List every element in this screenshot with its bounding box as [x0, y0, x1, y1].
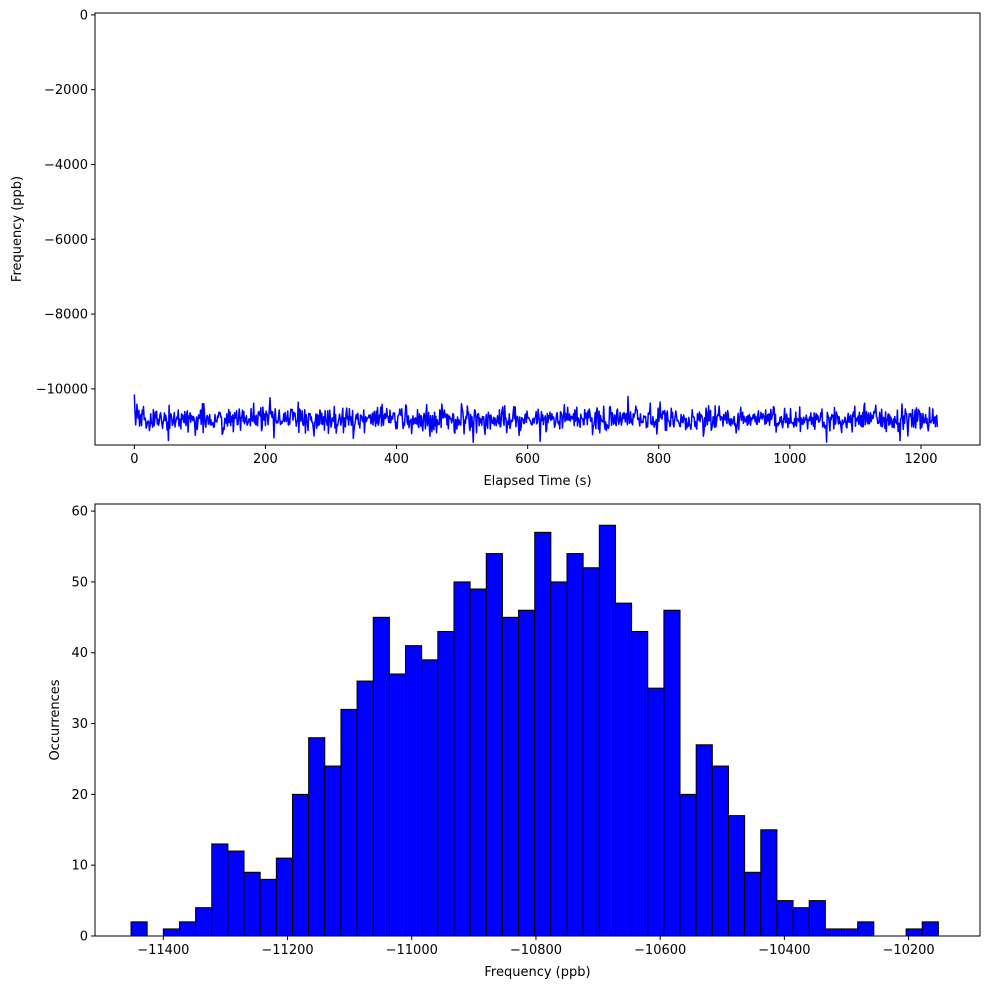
histogram-bar	[550, 581, 568, 937]
histogram-bar	[518, 609, 536, 937]
histogram-x-tick-label: −10800	[510, 943, 562, 958]
histogram-bar	[905, 928, 923, 937]
histogram-bar	[663, 609, 681, 937]
histogram-x-tick-label: −11200	[261, 943, 313, 958]
timeseries-y-axis-label: Frequency (ppb)	[10, 176, 25, 282]
histogram-panel: −11400 −11200 −11000 −10800 −10600 −10400 −102…	[48, 503, 981, 980]
histogram-bar	[857, 921, 875, 937]
timeseries-y-tick-label: −6000	[44, 233, 88, 248]
histogram-x-tick-label: −10200	[882, 943, 934, 958]
histogram-y-ticks: 0 10 20 30 40 50 60	[71, 505, 95, 945]
histogram-bar	[388, 673, 407, 937]
histogram-y-axis-label: Occurrences	[48, 679, 63, 760]
histogram-bar	[405, 645, 423, 937]
histogram-y-tick-label: 0	[80, 930, 88, 945]
histogram-bar	[308, 737, 326, 937]
histogram-bar	[372, 616, 390, 937]
histogram-bar	[453, 581, 471, 937]
histogram-bar	[727, 815, 746, 937]
histogram-bars	[130, 524, 939, 937]
histogram-bar	[695, 744, 713, 937]
histogram-x-tick-label: −10600	[634, 943, 686, 958]
histogram-y-tick-label: 20	[71, 788, 88, 803]
histogram-bar	[195, 907, 213, 937]
histogram-y-tick-label: 60	[71, 505, 88, 520]
timeseries-x-axis-label: Elapsed Time (s)	[483, 474, 591, 489]
histogram-bar	[162, 928, 180, 937]
histogram-bar	[679, 793, 697, 937]
histogram-x-ticks: −11400 −11200 −11000 −10800 −10600 −10400 −102…	[137, 936, 935, 958]
histogram-bar	[324, 765, 342, 937]
timeseries-x-tick-label: 200	[253, 452, 278, 467]
histogram-bar	[744, 871, 762, 937]
histogram-y-tick-label: 10	[71, 859, 88, 874]
histogram-bar	[275, 857, 293, 937]
timeseries-x-tick-label: 1000	[773, 452, 806, 467]
histogram-bar	[598, 524, 616, 937]
timeseries-axes-frame	[94, 12, 981, 446]
timeseries-y-tick-label: −4000	[44, 158, 88, 173]
histogram-y-tick-label: 40	[71, 646, 88, 661]
histogram-bar	[291, 793, 310, 937]
timeseries-line	[133, 394, 939, 444]
histogram-bar	[501, 616, 520, 937]
timeseries-y-tick-label: 0	[80, 8, 88, 23]
histogram-bar	[711, 765, 729, 937]
histogram-bar	[227, 850, 245, 937]
histogram-bar	[340, 708, 358, 937]
histogram-bar	[792, 907, 810, 937]
histogram-y-tick-label: 50	[71, 575, 88, 590]
histogram-bar	[243, 871, 261, 937]
histogram-bar	[841, 928, 859, 937]
histogram-bar	[582, 567, 600, 937]
histogram-bar	[178, 921, 197, 937]
timeseries-x-tick-label: 600	[515, 452, 540, 467]
histogram-bar	[485, 553, 503, 937]
timeseries-x-tick-label: 1200	[904, 452, 937, 467]
timeseries-y-tick-label: −8000	[44, 308, 88, 323]
histogram-bar	[808, 900, 826, 937]
histogram-bar	[647, 687, 665, 937]
timeseries-panel: 0 200 400 600 800 1000 1200 0 −2000 −4000 −6000 −8…	[10, 8, 981, 489]
histogram-x-tick-label: −11000	[386, 943, 438, 958]
timeseries-x-tick-label: 800	[646, 452, 671, 467]
histogram-bar	[437, 630, 455, 937]
histogram-x-tick-label: −10400	[758, 943, 810, 958]
histogram-x-axis-label: Frequency (ppb)	[484, 965, 590, 980]
timeseries-y-tick-label: −2000	[44, 83, 88, 98]
histogram-bar	[921, 921, 939, 937]
histogram-bar	[469, 588, 487, 937]
timeseries-x-ticks: 0 200 400 600 800 1000 1200	[130, 445, 938, 467]
histogram-bar	[566, 553, 584, 937]
histogram-bar	[356, 680, 374, 937]
histogram-x-tick-label: −11400	[137, 943, 189, 958]
timeseries-plot-area	[133, 394, 939, 444]
histogram-bar	[760, 829, 778, 937]
timeseries-x-tick-label: 400	[384, 452, 409, 467]
histogram-bar	[614, 602, 633, 937]
histogram-axes-frame	[94, 503, 981, 937]
timeseries-y-ticks: 0 −2000 −4000 −6000 −8000 −10000	[36, 8, 95, 397]
timeseries-y-tick-label: −10000	[36, 382, 88, 397]
histogram-y-tick-label: 30	[71, 717, 88, 732]
histogram-bar	[776, 900, 794, 937]
histogram-bar	[211, 843, 229, 937]
histogram-bar	[259, 878, 277, 937]
histogram-bar	[534, 531, 552, 937]
timeseries-x-tick-label: 0	[130, 452, 138, 467]
histogram-bar	[421, 659, 439, 937]
histogram-bar	[130, 921, 148, 937]
histogram-bar	[631, 630, 649, 937]
histogram-bar	[824, 928, 843, 937]
